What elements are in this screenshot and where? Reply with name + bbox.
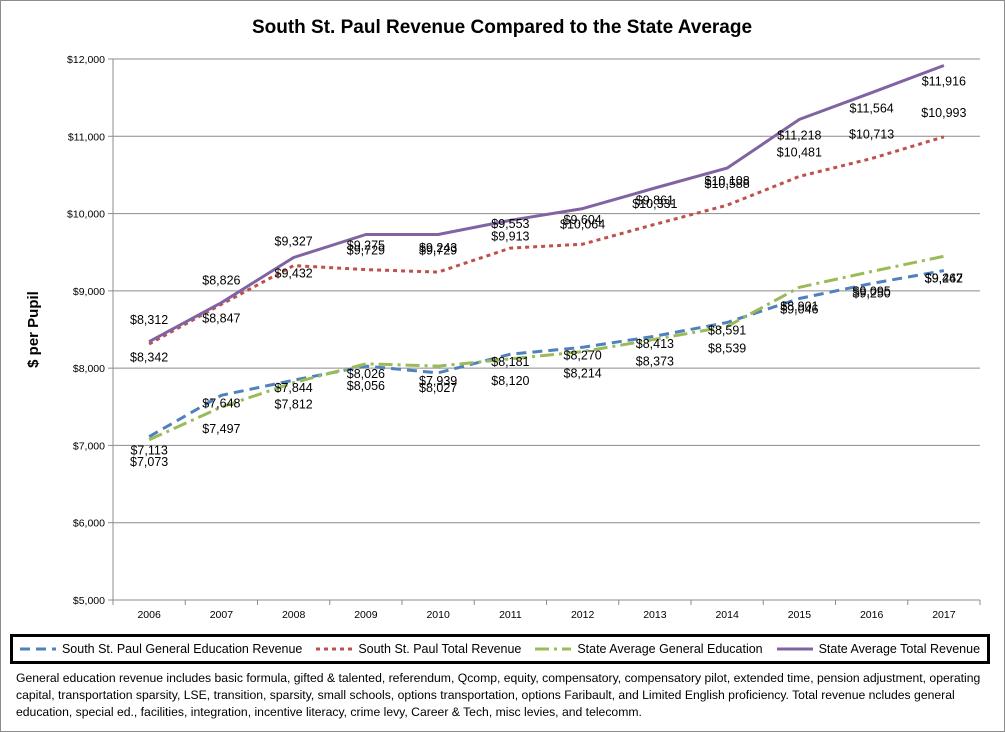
data-label: $9,861 xyxy=(636,193,674,207)
data-label: $8,539 xyxy=(708,341,746,355)
data-label: $8,312 xyxy=(130,313,168,327)
data-label: $10,588 xyxy=(705,177,750,191)
data-label: $8,413 xyxy=(636,337,674,351)
x-tick-label: 2006 xyxy=(137,609,161,621)
data-label: $7,939 xyxy=(419,374,457,388)
data-label: $11,218 xyxy=(777,128,821,142)
y-tick-label: $5,000 xyxy=(73,595,105,607)
series-line-1 xyxy=(148,269,945,439)
data-label: $8,120 xyxy=(491,374,529,388)
data-label: $9,447 xyxy=(925,271,963,285)
data-label: $10,993 xyxy=(921,106,966,120)
data-label: $8,026 xyxy=(347,367,385,381)
data-label: $10,713 xyxy=(849,127,894,141)
data-label: $11,564 xyxy=(849,102,893,116)
legend-item: State Average General Education xyxy=(535,642,763,656)
legend-swatch xyxy=(535,647,572,651)
legend-label: State Average Total Revenue xyxy=(818,642,981,656)
data-label: $8,826 xyxy=(202,273,240,287)
data-label: $10,331 xyxy=(632,197,677,211)
data-label: $7,497 xyxy=(202,422,240,436)
y-tick-label: $7,000 xyxy=(73,440,105,452)
data-label: $9,553 xyxy=(491,217,529,231)
data-label: $8,056 xyxy=(347,379,385,393)
data-label: $11,916 xyxy=(922,74,966,88)
y-tick-label: $6,000 xyxy=(73,518,105,530)
data-label: $9,432 xyxy=(275,266,313,280)
data-label: $8,270 xyxy=(564,348,602,362)
legend-item: South St. Paul General Education Revenue xyxy=(19,642,303,656)
x-tick-label: 2016 xyxy=(860,609,884,621)
legend-swatch xyxy=(19,647,56,651)
series-line-3 xyxy=(148,254,945,442)
data-label: $9,250 xyxy=(853,287,891,301)
data-label: $9,046 xyxy=(780,302,818,316)
data-label: $10,481 xyxy=(777,145,822,159)
data-label: $8,181 xyxy=(491,355,529,369)
data-label: $9,729 xyxy=(347,244,385,258)
data-label: $8,214 xyxy=(564,367,602,381)
y-tick-label: $12,000 xyxy=(67,54,105,66)
x-tick-label: 2012 xyxy=(571,609,595,621)
data-label: $7,113 xyxy=(130,444,167,458)
data-label: $7,844 xyxy=(275,381,313,395)
legend-label: South St. Paul General Education Revenue xyxy=(61,642,303,656)
legend-item: South St. Paul Total Revenue xyxy=(316,642,521,656)
data-label: $9,604 xyxy=(564,213,602,227)
y-tick-label: $8,000 xyxy=(73,363,105,375)
x-tick-label: 2015 xyxy=(788,609,812,621)
x-tick-label: 2017 xyxy=(932,609,956,621)
footnote: General education revenue includes basic… xyxy=(16,671,981,719)
data-label: $9,095 xyxy=(853,285,891,299)
data-label: $7,648 xyxy=(202,396,240,410)
data-label: $9,262 xyxy=(925,272,963,286)
legend-item: State Average Total Revenue xyxy=(776,642,981,656)
y-axis-label: $ per Pupil xyxy=(25,291,42,368)
x-tick-label: 2009 xyxy=(354,609,378,621)
data-label: $8,342 xyxy=(130,351,168,365)
legend-swatch xyxy=(316,647,353,651)
series-line-2 xyxy=(148,135,945,346)
data-label: $8,591 xyxy=(708,323,746,337)
y-tick-label: $11,000 xyxy=(68,131,105,143)
legend-swatch xyxy=(776,647,813,651)
data-label: $9,327 xyxy=(275,235,313,249)
data-label: $9,243 xyxy=(419,241,457,255)
data-label: $8,027 xyxy=(419,381,457,395)
series-line-4 xyxy=(148,64,945,344)
x-tick-label: 2014 xyxy=(715,609,739,621)
data-label: $7,073 xyxy=(130,455,168,469)
y-tick-label: $10,000 xyxy=(67,209,105,221)
data-label: $7,812 xyxy=(275,398,313,412)
line-chart: South St. Paul Revenue Compared to the S… xyxy=(25,17,981,621)
chart-title: South St. Paul Revenue Compared to the S… xyxy=(252,17,752,38)
x-tick-label: 2013 xyxy=(643,609,667,621)
data-label: $10,064 xyxy=(560,218,605,232)
data-label: $9,729 xyxy=(419,244,457,258)
data-label: $8,847 xyxy=(202,312,240,326)
legend-label: State Average General Education xyxy=(577,642,763,656)
y-tick-label: $9,000 xyxy=(73,286,105,298)
x-tick-label: 2011 xyxy=(499,609,522,621)
data-label: $8,901 xyxy=(780,300,818,314)
x-tick-label: 2008 xyxy=(282,609,306,621)
data-label: $10,108 xyxy=(705,174,750,188)
x-tick-label: 2007 xyxy=(210,609,234,621)
legend-label: South St. Paul Total Revenue xyxy=(358,642,522,656)
data-label: $9,913 xyxy=(491,229,529,243)
x-tick-label: 2010 xyxy=(426,609,450,621)
legend: South St. Paul General Education Revenue… xyxy=(10,634,990,664)
data-label: $9,275 xyxy=(347,239,385,253)
data-label: $8,373 xyxy=(636,354,674,368)
